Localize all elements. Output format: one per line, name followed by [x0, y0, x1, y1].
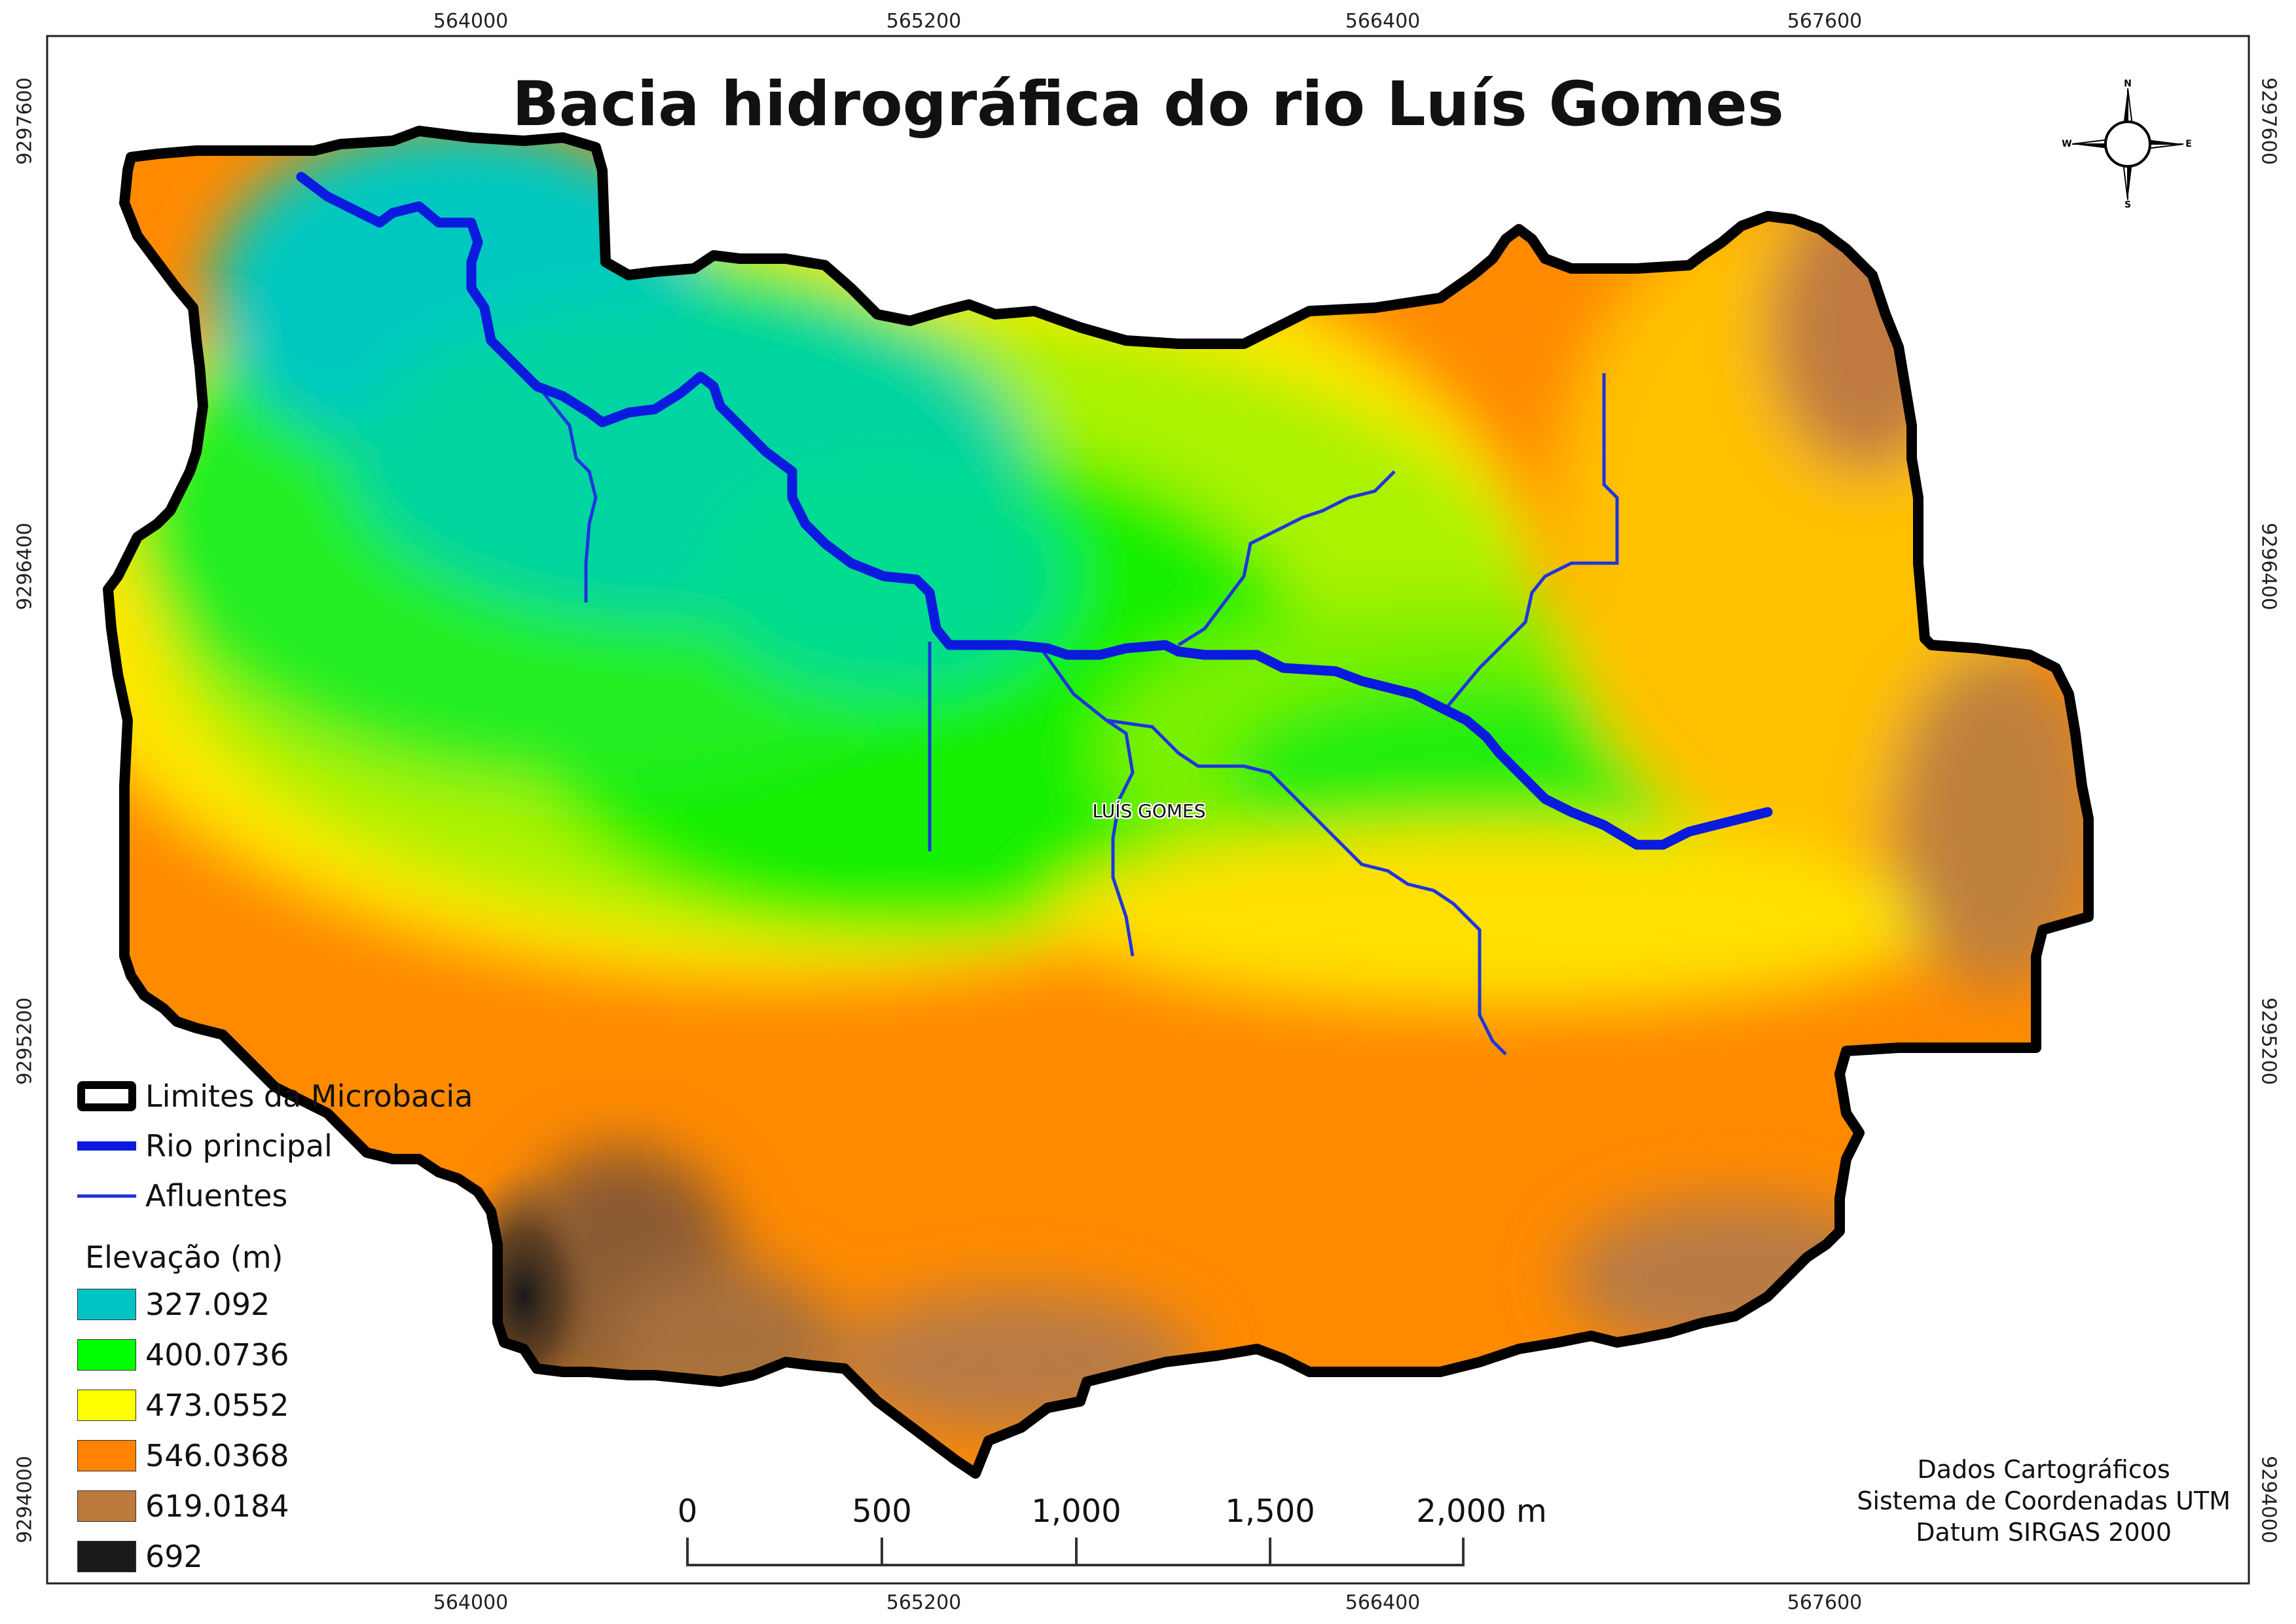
grid-label-left-northing: 9294000 [13, 1456, 37, 1543]
elevation-swatch [77, 1339, 136, 1371]
elevation-swatch [77, 1289, 136, 1320]
legend-item-tributaries: Afluentes [77, 1178, 287, 1213]
tributaries [542, 373, 1619, 1056]
legend-label: 546.0368 [145, 1438, 289, 1473]
credits-line: Datum SIRGAS 2000 [1916, 1518, 2172, 1547]
scale-label: 1,000 [1031, 1493, 1121, 1530]
grid-label-bottom-easting: 565200 [886, 1591, 962, 1614]
grid-label-left-northing: 9295200 [13, 997, 37, 1085]
grid-label-right-northing: 9294000 [2257, 1456, 2280, 1543]
elevation-swatch [77, 1541, 136, 1572]
grid-label-bottom-easting: 566400 [1345, 1591, 1421, 1614]
elevation-swatch [77, 1390, 136, 1421]
compass-w-label: W [2062, 139, 2072, 149]
grid-label-top-easting: 564000 [433, 10, 509, 33]
grid-label-bottom-easting: 567600 [1787, 1591, 1863, 1614]
grid-label-top-easting: 566400 [1345, 10, 1421, 33]
grid-label-right-northing: 9297600 [2257, 77, 2280, 165]
grid-label-right-northing: 9295200 [2257, 997, 2280, 1085]
legend-label: 327.092 [145, 1287, 270, 1322]
grid-label-bottom-easting: 564000 [433, 1591, 509, 1614]
elevation-swatch [77, 1490, 136, 1522]
grid-label-right-northing: 9296400 [2257, 523, 2280, 610]
compass-n-label: N [2124, 79, 2132, 89]
map-title: Bacia hidrográfica do rio Luís Gomes [512, 69, 1784, 140]
scale-label: 2,000 m [1416, 1493, 1547, 1530]
legend-item-elevation: 619.0184 [77, 1488, 289, 1524]
legend-item-elevation: 473.0552 [77, 1388, 289, 1423]
legend-label: 400.0736 [145, 1337, 289, 1373]
legend-label: Limites da Microbacia [145, 1079, 473, 1114]
compass-e-label: E [2185, 139, 2192, 149]
map-legend: Limites da Microbacia Rio principal Aflu… [77, 1064, 536, 1581]
grid-label-top-easting: 565200 [886, 10, 962, 33]
map-credits: Dados Cartográficos Sistema de Coordenad… [1857, 1454, 2231, 1548]
credits-line: Sistema de Coordenadas UTM [1857, 1486, 2231, 1515]
legend-item-elevation: 546.0368 [77, 1438, 289, 1473]
compass-rose-icon [2071, 88, 2184, 200]
grid-label-top-easting: 567600 [1787, 10, 1863, 33]
compass-s-label: S [2124, 200, 2132, 210]
elevation-heading: Elevação (m) [85, 1240, 283, 1275]
credits-line: Dados Cartográficos [1917, 1455, 2170, 1484]
legend-label: Afluentes [145, 1178, 288, 1213]
legend-item-elevation: 692 [77, 1539, 203, 1574]
grid-label-left-northing: 9296400 [13, 523, 37, 610]
scale-bar-line [686, 1538, 1465, 1566]
legend-item-boundary: Limites da Microbacia [77, 1079, 473, 1114]
town-label: LUÍS GOMES [1092, 800, 1206, 822]
legend-label: 692 [145, 1539, 203, 1574]
main-river-swatch [77, 1131, 136, 1161]
north-arrow: N S E W [2062, 79, 2193, 210]
scale-label: 1,500 [1225, 1493, 1315, 1530]
boundary-swatch [77, 1081, 136, 1111]
scale-label: 500 [852, 1493, 912, 1530]
legend-label: Rio principal [145, 1128, 333, 1164]
legend-label: 473.0552 [145, 1388, 289, 1423]
legend-item-elevation: 400.0736 [77, 1337, 289, 1373]
main-river [296, 172, 1773, 850]
legend-label: 619.0184 [145, 1488, 289, 1524]
scale-label: 0 [677, 1493, 698, 1530]
elevation-swatch [77, 1440, 136, 1471]
grid-label-left-northing: 9297600 [13, 77, 37, 165]
legend-item-elevation: 327.092 [77, 1287, 270, 1322]
legend-item-main-river: Rio principal [77, 1128, 333, 1164]
tributary-swatch [77, 1181, 136, 1211]
